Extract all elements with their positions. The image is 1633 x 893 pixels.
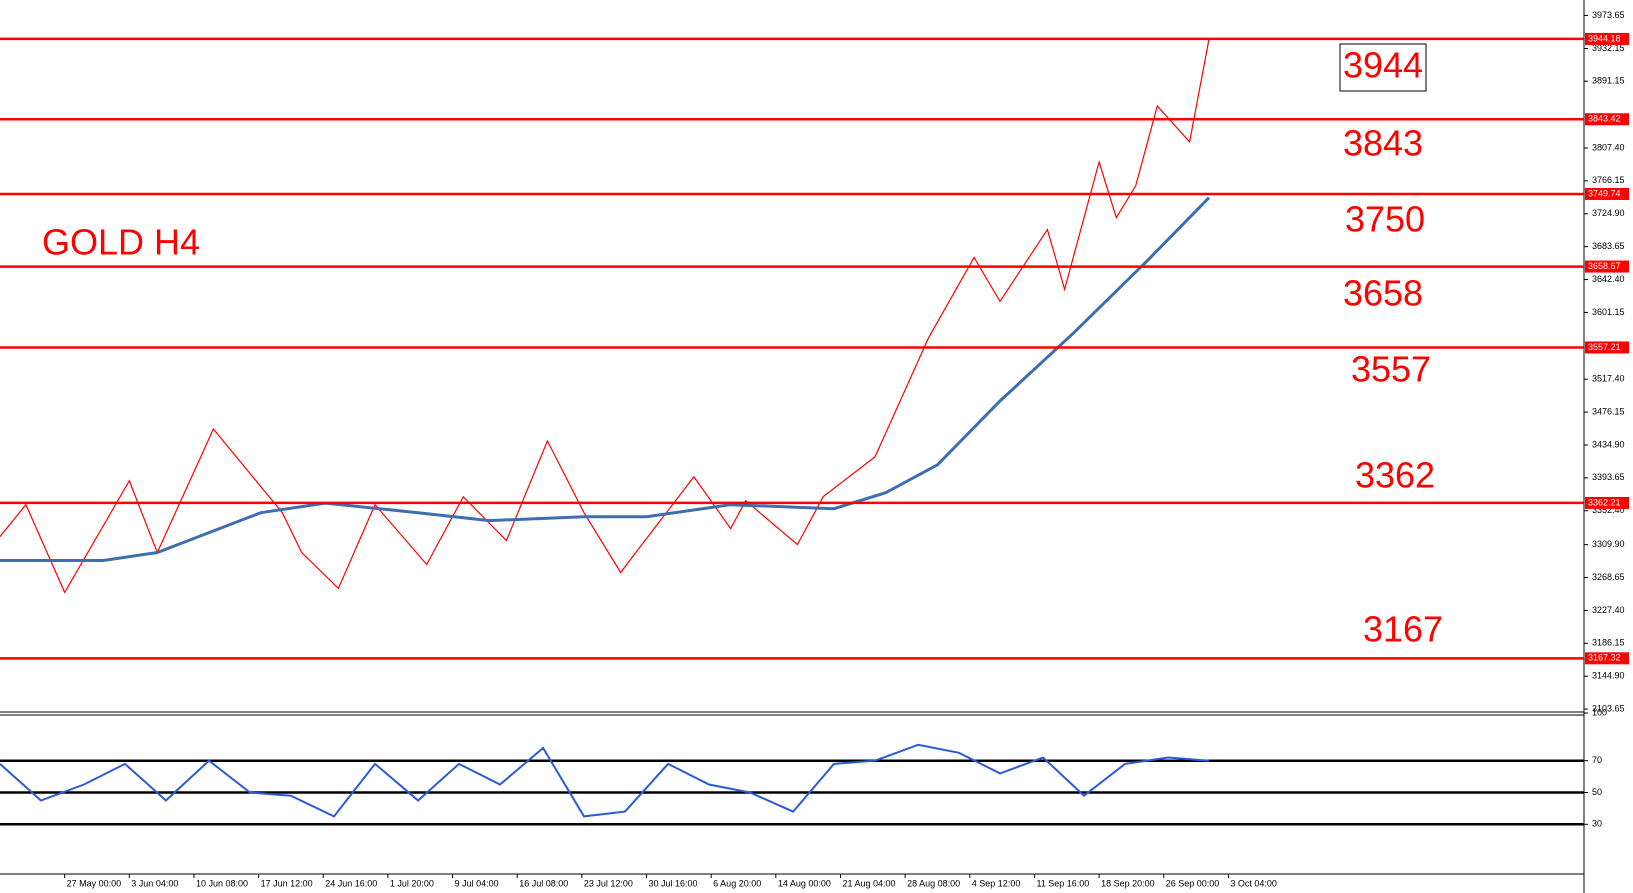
level-annotation: 3362: [1355, 455, 1435, 496]
level-tag: [1585, 341, 1629, 354]
x-tick-label: 28 Aug 08:00: [907, 878, 960, 888]
level-annotation: 3750: [1345, 199, 1425, 240]
y-tick-label: 3186.15: [1592, 638, 1625, 648]
level-annotation: 3658: [1343, 273, 1423, 314]
level-label: 3843.42: [1588, 114, 1621, 124]
y-tick-label: 3642.40: [1592, 274, 1625, 284]
level-tag: [1585, 113, 1629, 126]
y-tick-label: 3891.15: [1592, 76, 1625, 86]
y-tick-label: 3476.15: [1592, 406, 1625, 416]
y-tick-label: 3352.40: [1592, 505, 1625, 515]
y-tick-label: 3724.90: [1592, 208, 1625, 218]
x-tick-label: 11 Sep 16:00: [1036, 878, 1089, 888]
plot-background: [0, 0, 1584, 893]
y-tick-label: 3309.90: [1592, 539, 1625, 549]
level-tag: [1585, 496, 1629, 509]
y-tick-label: 3766.15: [1592, 175, 1625, 185]
rsi-tick-label: 30: [1592, 819, 1602, 829]
x-tick-label: 23 Jul 12:00: [584, 878, 633, 888]
level-annotation: 3843: [1343, 123, 1423, 164]
y-tick-label: 3973.65: [1592, 10, 1625, 20]
x-tick-label: 24 Jun 16:00: [325, 878, 377, 888]
level-label: 3944.18: [1588, 33, 1621, 43]
rsi-tick-label: 50: [1592, 787, 1602, 797]
x-tick-label: 10 Jun 08:00: [196, 878, 248, 888]
rsi-line: [0, 743, 1210, 818]
y-tick-label: 3393.65: [1592, 472, 1625, 482]
x-tick-label: 1 Jul 20:00: [390, 878, 434, 888]
level-label: 3362.21: [1588, 497, 1621, 507]
y-tick-label: 3434.90: [1592, 439, 1625, 449]
y-tick-label: 3103.65: [1592, 703, 1625, 713]
x-tick-label: 14 Aug 00:00: [778, 878, 831, 888]
level-annotation: 3167: [1363, 609, 1443, 650]
x-tick-label: 21 Aug 04:00: [842, 878, 895, 888]
level-tag: [1585, 260, 1629, 273]
x-tick-label: 4 Sep 12:00: [972, 878, 1021, 888]
level-tag: [1585, 32, 1629, 45]
x-tick-label: 27 May 00:00: [67, 878, 122, 888]
rsi-tick-label: 70: [1592, 755, 1602, 765]
y-tick-label: 3144.90: [1592, 671, 1625, 681]
x-tick-label: 3 Jun 04:00: [131, 878, 178, 888]
x-tick-label: 17 Jun 12:00: [261, 878, 313, 888]
y-tick-label: 3683.65: [1592, 241, 1625, 251]
x-tick-label: 18 Sep 20:00: [1101, 878, 1155, 888]
y-tick-label: 3601.15: [1592, 307, 1625, 317]
chart-title: GOLD H4: [42, 222, 200, 263]
y-tick-label: 3807.40: [1592, 142, 1625, 152]
rsi-tick-label: 100: [1592, 707, 1607, 717]
level-tag: [1585, 187, 1629, 200]
level-label: 3557.21: [1588, 342, 1621, 352]
x-tick-label: 9 Jul 04:00: [455, 878, 499, 888]
level-annotation: 3557: [1351, 349, 1431, 390]
x-tick-label: 3 Oct 04:00: [1230, 878, 1277, 888]
level-annotation: 3944: [1343, 45, 1423, 86]
level-label: 3749.74: [1588, 188, 1621, 198]
price-line: [0, 196, 1211, 562]
y-tick-label: 3268.65: [1592, 572, 1625, 582]
y-tick-label: 3932.15: [1592, 43, 1625, 53]
x-tick-label: 6 Aug 20:00: [713, 878, 761, 888]
level-label: 3167.32: [1588, 653, 1621, 663]
y-tick-label: 3227.40: [1592, 605, 1625, 615]
level-tag: [1585, 652, 1629, 665]
x-tick-label: 16 Jul 08:00: [519, 878, 568, 888]
x-tick-label: 26 Sep 00:00: [1166, 878, 1220, 888]
y-tick-label: 3517.40: [1592, 374, 1625, 384]
annotation-box: [1339, 43, 1427, 92]
level-label: 3658.67: [1588, 261, 1621, 271]
x-tick-label: 30 Jul 16:00: [649, 878, 698, 888]
